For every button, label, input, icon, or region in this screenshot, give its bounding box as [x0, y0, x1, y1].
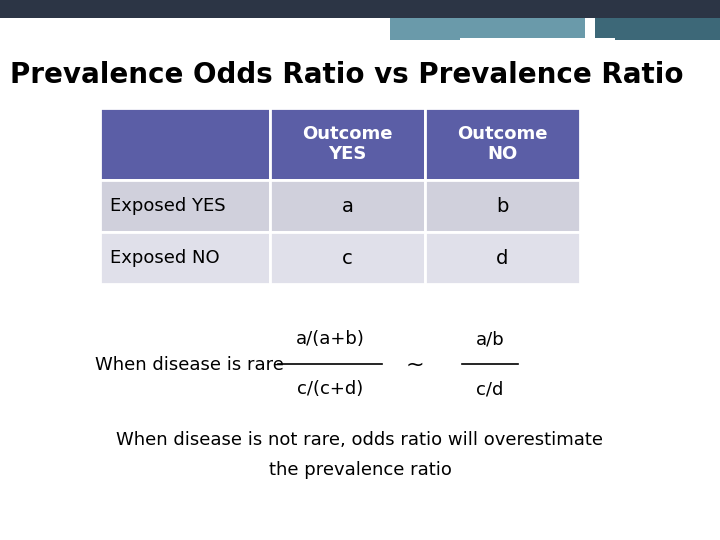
Text: Exposed YES: Exposed YES [110, 197, 225, 215]
Text: c/d: c/d [477, 380, 504, 398]
Bar [0, 0, 720, 18]
Text: a/(a+b): a/(a+b) [296, 330, 364, 348]
Text: d: d [496, 248, 509, 267]
Text: Exposed NO: Exposed NO [110, 249, 220, 267]
Text: ~: ~ [405, 355, 424, 375]
Text: Prevalence Odds Ratio vs Prevalence Ratio: Prevalence Odds Ratio vs Prevalence Rati… [10, 61, 683, 89]
Text: Outcome
YES: Outcome YES [302, 125, 392, 164]
Bar [595, 18, 720, 40]
Bar [100, 232, 270, 284]
Text: When disease is rare: When disease is rare [95, 356, 284, 374]
Text: a: a [341, 197, 354, 215]
Text: b: b [496, 197, 509, 215]
Bar [100, 108, 270, 180]
Text: the prevalence ratio: the prevalence ratio [269, 461, 451, 479]
Bar [425, 108, 580, 180]
Bar [390, 18, 585, 40]
Text: When disease is not rare, odds ratio will overestimate: When disease is not rare, odds ratio wil… [117, 431, 603, 449]
Bar [425, 232, 580, 284]
Bar [100, 180, 270, 232]
Bar [270, 180, 425, 232]
Text: Outcome
NO: Outcome NO [457, 125, 548, 164]
Bar [270, 232, 425, 284]
Text: c: c [342, 248, 353, 267]
Text: c/(c+d): c/(c+d) [297, 380, 363, 398]
Bar [270, 108, 425, 180]
Text: a/b: a/b [476, 330, 505, 348]
Bar [460, 38, 615, 43]
Bar [425, 180, 580, 232]
